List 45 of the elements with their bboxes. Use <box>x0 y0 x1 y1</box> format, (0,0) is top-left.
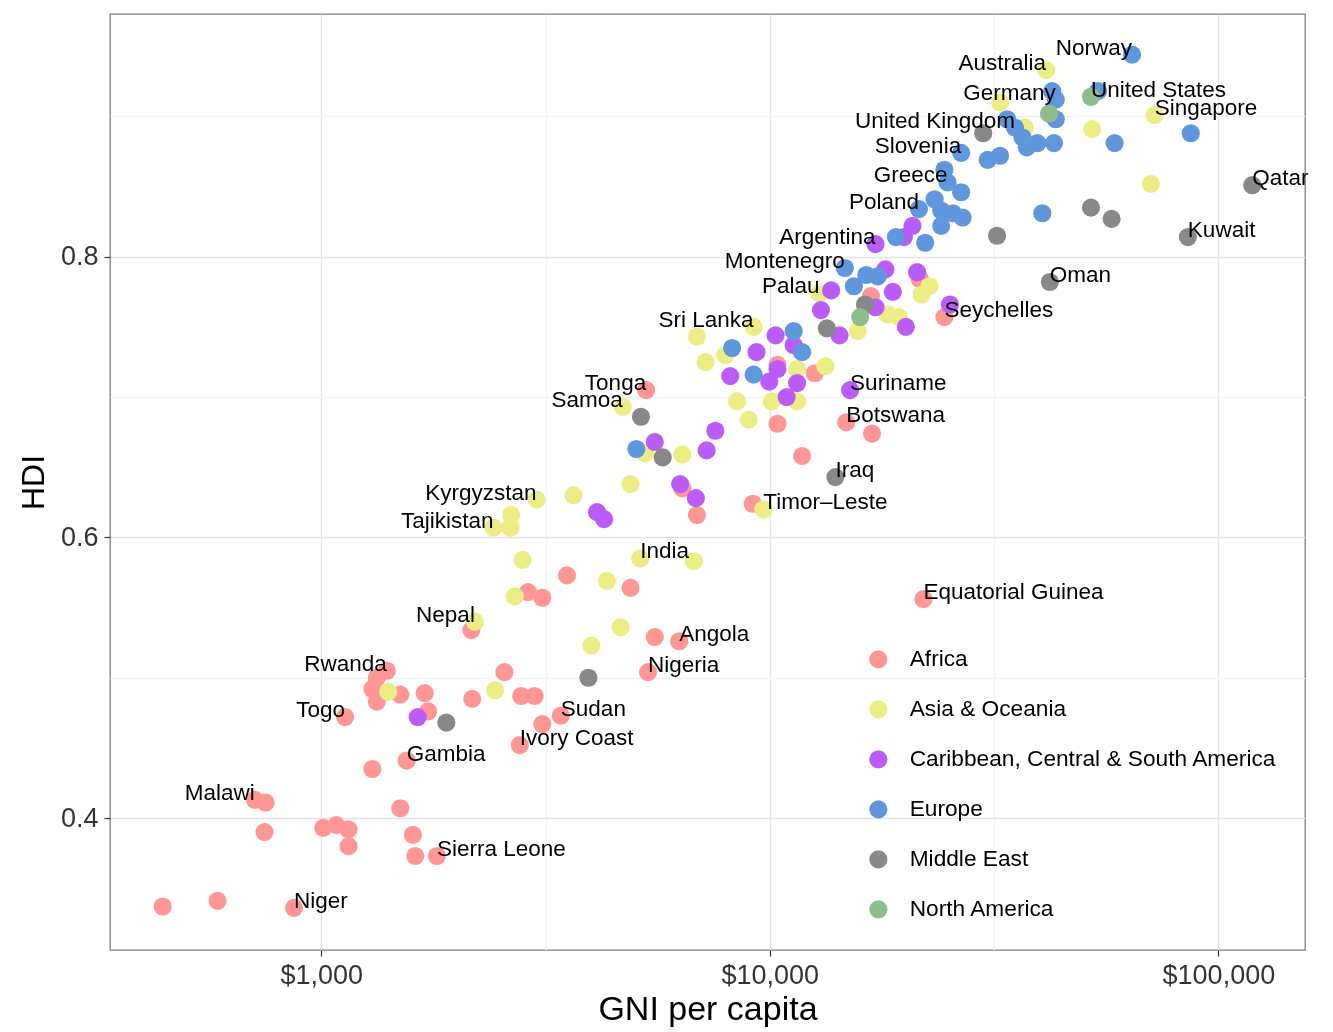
x-tick-label: $10,000 <box>721 959 820 990</box>
annotation: Togo <box>296 697 346 723</box>
annotation: Argentina <box>779 224 876 250</box>
legend-label: Africa <box>909 645 969 672</box>
annotation: Sierra Leone <box>436 835 566 861</box>
legend-label: North America <box>909 895 1054 922</box>
annotation: Nepal <box>416 601 475 627</box>
annotation: Gambia <box>406 740 486 766</box>
annotation: Equatorial Guinea <box>923 579 1105 605</box>
legend-label: Europe <box>909 795 983 822</box>
x-tick-label: $100,000 <box>1162 959 1276 990</box>
annotation: Tajikistan <box>400 507 494 533</box>
annotation: Oman <box>1049 262 1112 288</box>
annotation: Niger <box>293 887 349 913</box>
annotation: Suriname <box>850 370 947 396</box>
annotation: Iraq <box>835 457 875 483</box>
x-tick-label: $1,000 <box>280 959 364 990</box>
annotation: Seychelles <box>944 297 1054 323</box>
y-tick-label: 0.6 <box>60 521 99 552</box>
y-axis-title: HDI <box>14 454 51 511</box>
annotation: Sudan <box>560 695 626 721</box>
annotation: Kuwait <box>1187 217 1257 243</box>
y-tick-label: 0.8 <box>60 241 99 272</box>
annotation: Montenegro <box>724 248 845 273</box>
legend-label: Caribbean, Central & South America <box>909 745 1276 772</box>
annotation: Rwanda <box>304 650 388 676</box>
annotation: Ivory Coast <box>519 725 635 751</box>
annotation: Timor–Leste <box>763 489 888 515</box>
legend-label: Asia & Oceania <box>909 695 1067 722</box>
annotation: Angola <box>679 621 750 647</box>
annotation: Kyrgyzstan <box>425 479 537 505</box>
annotation: Sri Lanka <box>658 306 755 332</box>
annotation: Nigeria <box>647 652 720 678</box>
annotation: Norway <box>1055 34 1133 60</box>
annotation: India <box>640 538 690 564</box>
legend-label: Middle East <box>909 845 1029 872</box>
annotation: Palau <box>761 273 820 299</box>
annotation: Poland <box>848 189 919 215</box>
annotation: Slovenia <box>874 132 962 158</box>
annotation: Australia <box>958 50 1047 76</box>
annotation: Botswana <box>846 402 946 428</box>
annotation: Malawi <box>184 779 255 805</box>
y-tick-label: 0.4 <box>60 802 99 833</box>
x-axis-title: GNI per capita <box>598 988 818 1027</box>
annotation: Qatar <box>1252 165 1310 191</box>
